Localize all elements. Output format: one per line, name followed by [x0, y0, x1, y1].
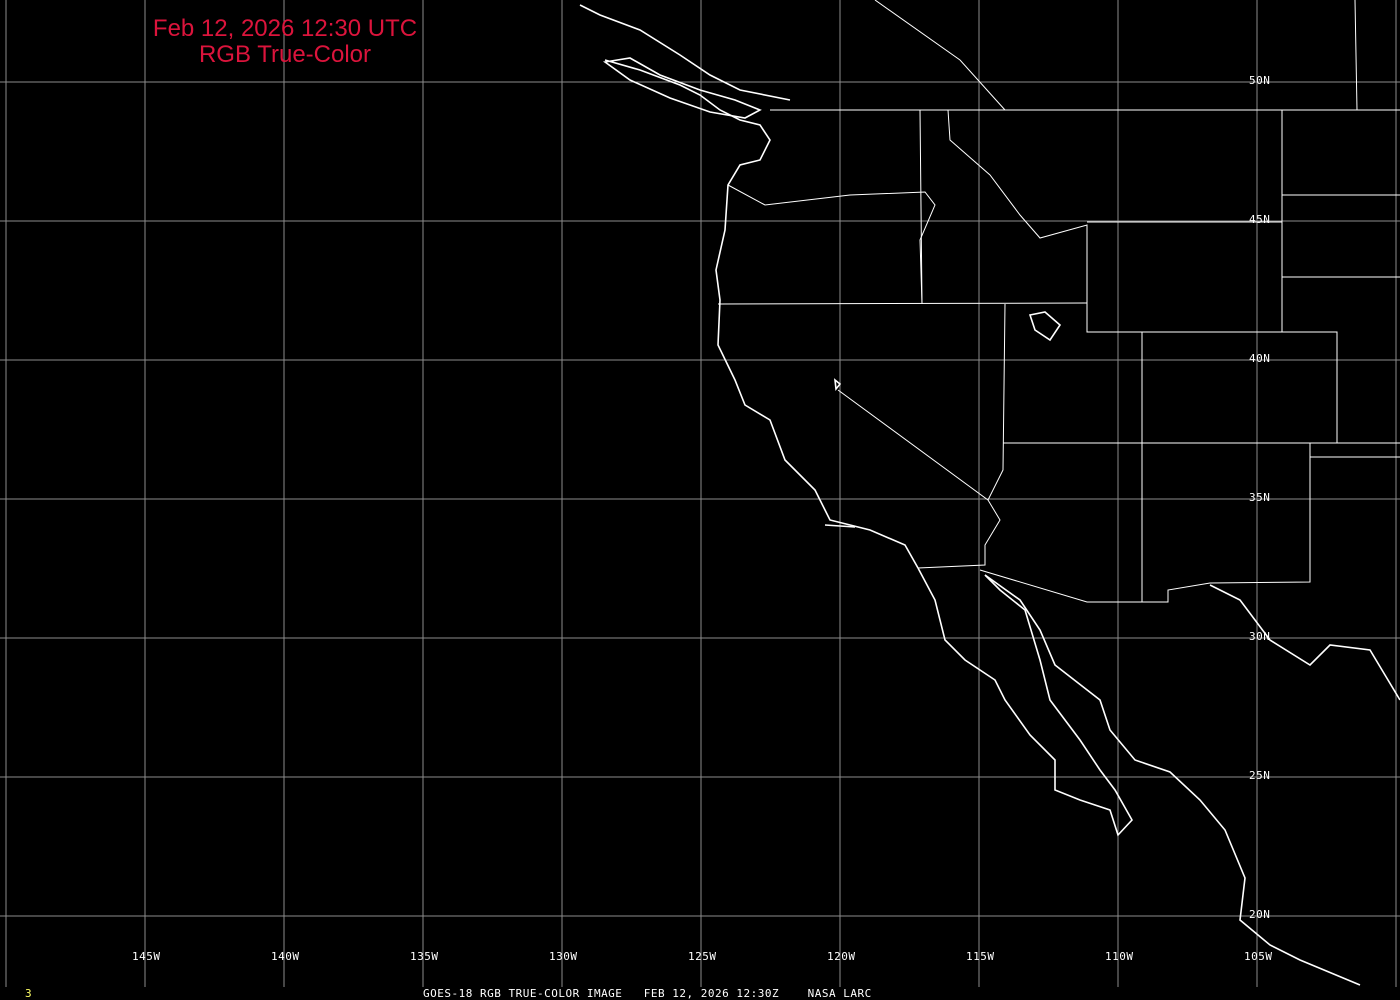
image-caption: GOES-18 RGB TRUE-COLOR IMAGE FEB 12, 202…: [423, 987, 872, 1000]
great-salt-lake: [1028, 311, 1062, 342]
coastlines: [579, 4, 1400, 986]
longitude-label: 125W: [688, 950, 717, 963]
vancouver-island: [602, 57, 762, 119]
pacific-northwest-coast: [604, 59, 919, 569]
longitude-label: 115W: [966, 950, 995, 963]
nv-border: [837, 303, 1006, 501]
longitude-label: 130W: [549, 950, 578, 963]
political-borders: [717, 0, 1400, 603]
latitude-label: 45N: [1249, 213, 1271, 226]
canada-province-border: [874, 0, 1006, 111]
channel-islands: [824, 524, 856, 528]
longitude-label: 135W: [410, 950, 439, 963]
or-ca-border: [717, 302, 1088, 305]
co-border: [1142, 331, 1338, 444]
or-wa-border: [727, 184, 936, 305]
longitude-label: 105W: [1244, 950, 1273, 963]
latitude-label: 40N: [1249, 352, 1271, 365]
longitude-label: 145W: [132, 950, 161, 963]
bc-coast: [579, 4, 791, 101]
longitude-label: 140W: [271, 950, 300, 963]
az-nm-border: [979, 443, 1311, 603]
longitude-label: 110W: [1105, 950, 1134, 963]
wy-mt-border: [1087, 0, 1400, 458]
ut-border: [1003, 303, 1143, 444]
lake-tahoe: [833, 378, 842, 392]
mexico-mainland-coast: [984, 574, 1361, 986]
ca-az-border: [917, 499, 1001, 569]
latitude-label: 50N: [1249, 74, 1271, 87]
frame-number: 3: [25, 987, 33, 1000]
latitude-label: 35N: [1249, 491, 1271, 504]
latitude-label: 20N: [1249, 908, 1271, 921]
latitude-label: 25N: [1249, 769, 1271, 782]
baja-west-coast: [917, 567, 1133, 837]
title-date: Feb 12, 2026 12:30 UTC: [152, 15, 418, 42]
title-product: RGB True-Color: [198, 41, 372, 68]
longitude-label: 120W: [827, 950, 856, 963]
gulf-coast-fragment: [1209, 584, 1400, 701]
latitude-label: 30N: [1249, 630, 1271, 643]
id-border: [919, 109, 1088, 305]
